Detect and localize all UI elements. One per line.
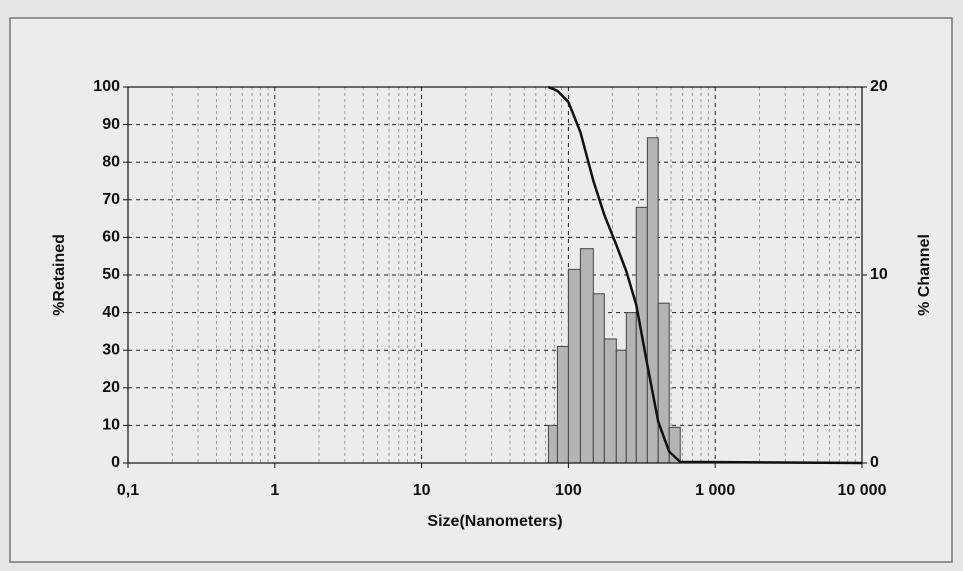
y-tick-label: 80 (102, 153, 120, 170)
x-axis-label: Size(Nanometers) (427, 513, 562, 530)
bar (625, 312, 637, 464)
y-tick-label: 70 (102, 191, 120, 208)
bar (556, 345, 569, 464)
y-tick-label: 90 (102, 116, 120, 133)
y-tick-label: 60 (102, 229, 120, 246)
bar (592, 293, 605, 464)
x-tick-label: 10 000 (838, 482, 887, 499)
y2-tick-label: 20 (870, 78, 888, 95)
y-axis-label: %Retained (51, 234, 68, 316)
y-tick-label: 10 (102, 417, 120, 434)
y-tick-label: 50 (102, 266, 120, 283)
y2-tick-label: 10 (870, 266, 888, 283)
x-tick-label: 100 (555, 482, 582, 499)
x-tick-label: 0,1 (117, 482, 139, 499)
bar (567, 268, 581, 464)
y-tick-label: 40 (102, 304, 120, 321)
bar (579, 248, 594, 464)
y-tick-label: 30 (102, 341, 120, 358)
x-tick-label: 10 (413, 482, 431, 499)
x-tick-label: 1 (270, 482, 279, 499)
y-tick-label: 20 (102, 379, 120, 396)
panel (9, 17, 953, 563)
y-tick-label: 100 (93, 78, 120, 95)
x-tick-label: 1 000 (695, 482, 735, 499)
cumulative-line (547, 85, 863, 465)
bar (547, 424, 558, 464)
y-tick-label: 0 (111, 454, 120, 471)
bar (603, 338, 617, 464)
y2-tick-label: 0 (870, 454, 879, 471)
bar (615, 349, 627, 464)
y2-axis-label: % Channel (916, 234, 933, 316)
plot-frame (127, 86, 863, 464)
